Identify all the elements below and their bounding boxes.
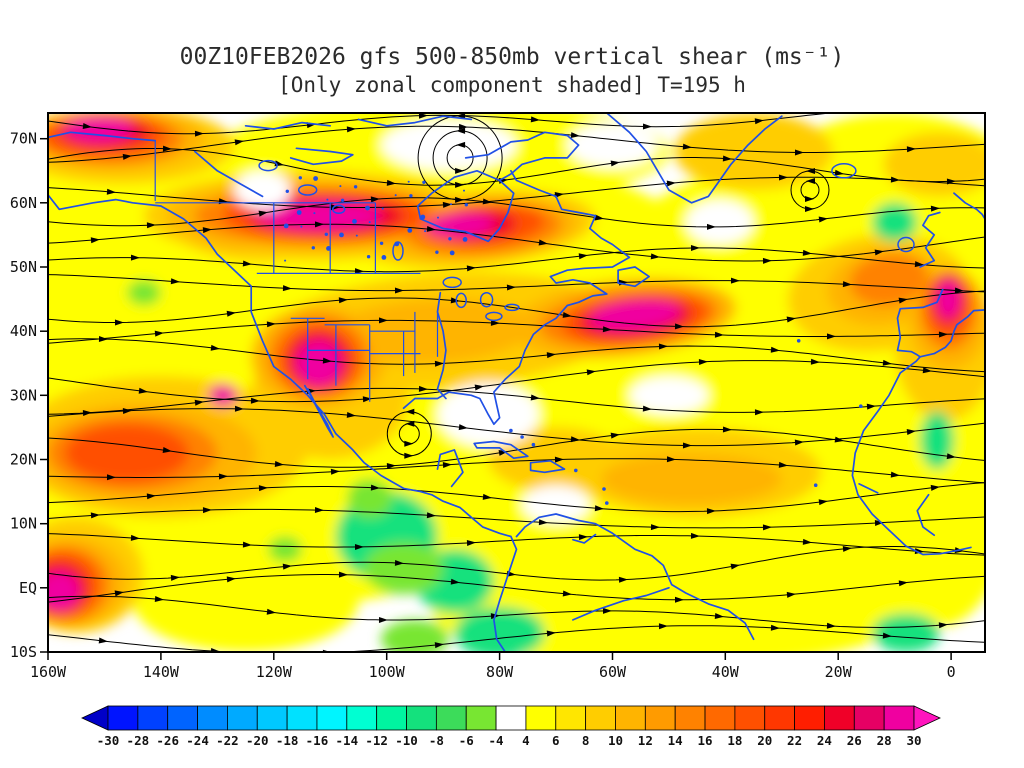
colorbar-segment xyxy=(734,705,766,731)
x-tick-label: 120W xyxy=(256,663,293,681)
colorbar-segment xyxy=(525,705,557,731)
colorbar-segment xyxy=(376,705,407,731)
colorbar-tick-label: -12 xyxy=(365,733,388,748)
colorbar-tick-label: 10 xyxy=(608,733,623,748)
colorbar-tick-label: 14 xyxy=(668,733,683,748)
colorbar-tick-label: -20 xyxy=(246,733,269,748)
colorbar-tick-label: -6 xyxy=(459,733,474,748)
colorbar-tick-label: 20 xyxy=(757,733,772,748)
x-tick-label: 20W xyxy=(825,663,853,681)
colorbar-tick-label: 6 xyxy=(552,733,560,748)
colorbar-tick-label: 28 xyxy=(877,733,892,748)
x-tick-label: 100W xyxy=(369,663,406,681)
streamlines xyxy=(48,113,985,652)
x-tick-label: 60W xyxy=(599,663,627,681)
y-axis-ticks: 70N 60N 50N 40N 30N 20N 10N EQ 10S xyxy=(10,130,48,661)
colorbar-left-arrow xyxy=(81,705,109,731)
colorbar-tick-label: 30 xyxy=(906,733,921,748)
colorbar-tick-label: 26 xyxy=(847,733,862,748)
map-area xyxy=(48,113,985,652)
x-tick-label: 0 xyxy=(947,663,956,681)
colorbar-segment xyxy=(465,705,497,731)
colorbar-tick-label: 22 xyxy=(787,733,802,748)
y-tick-label: EQ xyxy=(19,579,37,597)
colorbar-segment xyxy=(227,705,258,731)
x-tick-label: 40W xyxy=(712,663,740,681)
x-tick-label: 80W xyxy=(486,663,514,681)
colorbar-segment xyxy=(316,705,348,731)
y-tick-label: 50N xyxy=(10,258,37,276)
colorbar-segment xyxy=(794,705,825,731)
colorbar-tick-label: -22 xyxy=(216,733,239,748)
colorbar-tick-label: 8 xyxy=(582,733,590,748)
colorbar-segment xyxy=(406,705,437,731)
colorbar-tick-label: -10 xyxy=(395,733,418,748)
colorbar-tick-label: -24 xyxy=(186,733,209,748)
x-axis-ticks: 160W 140W 120W 100W 80W 60W 40W 20W 0 xyxy=(30,652,956,681)
y-tick-label: 30N xyxy=(10,386,37,404)
colorbar-tick-label: 24 xyxy=(817,733,832,748)
colorbar-tick-label: -28 xyxy=(127,733,150,748)
x-tick-label: 140W xyxy=(143,663,180,681)
title-block: 00Z10FEB2026 gfs 500-850mb vertical shea… xyxy=(0,44,1024,97)
map-frame xyxy=(47,112,986,653)
colorbar-tick-label: 16 xyxy=(698,733,713,748)
coastlines xyxy=(48,113,985,652)
colorbar-segment xyxy=(107,705,139,731)
chart-subtitle: [Only zonal component shaded] T=195 h xyxy=(278,73,746,97)
x-tick-label: 160W xyxy=(30,663,67,681)
colorbar-segment xyxy=(137,705,169,731)
colorbar-segment xyxy=(346,705,378,731)
colorbar-tick-label: -18 xyxy=(276,733,299,748)
colorbar-segment xyxy=(704,705,736,731)
chart-title: 00Z10FEB2026 gfs 500-850mb vertical shea… xyxy=(179,44,845,70)
y-tick-label: 70N xyxy=(10,130,37,148)
colorbar-segment xyxy=(167,705,198,731)
colorbar-segment xyxy=(435,705,467,731)
colorbar-segment xyxy=(615,705,646,731)
colorbar-segment xyxy=(286,705,318,731)
colorbar-segment xyxy=(555,705,587,731)
colorbar-segment xyxy=(495,705,527,731)
colorbar-segment xyxy=(644,705,676,731)
colorbar-tick-label: 12 xyxy=(638,733,653,748)
colorbar-segment xyxy=(585,705,616,731)
colorbar-segment xyxy=(674,705,706,731)
colorbar-tick-label: -14 xyxy=(336,733,359,748)
y-tick-label: 60N xyxy=(10,194,37,212)
y-tick-label: 10N xyxy=(10,515,37,533)
colorbar-tick-label: -30 xyxy=(97,733,120,748)
colorbar-segment xyxy=(764,705,795,731)
colorbar-segment xyxy=(256,705,288,731)
colorbar-tick-label: 18 xyxy=(727,733,742,748)
y-tick-label: 40N xyxy=(10,322,37,340)
colorbar: -30 -28 -26 -24 -22 -20 -18 -16 -14 -12 -10 -8 -6 -4 4… xyxy=(81,705,941,748)
colorbar-tick-label: -8 xyxy=(429,733,444,748)
colorbar-right-arrow xyxy=(913,705,941,731)
colorbar-tick-label: -4 xyxy=(489,733,504,748)
colorbar-tick-label: -26 xyxy=(156,733,179,748)
y-tick-label: 20N xyxy=(10,451,37,469)
colorbar-tick-label: -16 xyxy=(306,733,329,748)
y-tick-label: 10S xyxy=(10,643,37,661)
colorbar-segment xyxy=(197,705,228,731)
colorbar-segment xyxy=(883,705,915,731)
colorbar-segment xyxy=(853,705,885,731)
colorbar-tick-label: 4 xyxy=(522,733,530,748)
colorbar-segment xyxy=(824,705,855,731)
